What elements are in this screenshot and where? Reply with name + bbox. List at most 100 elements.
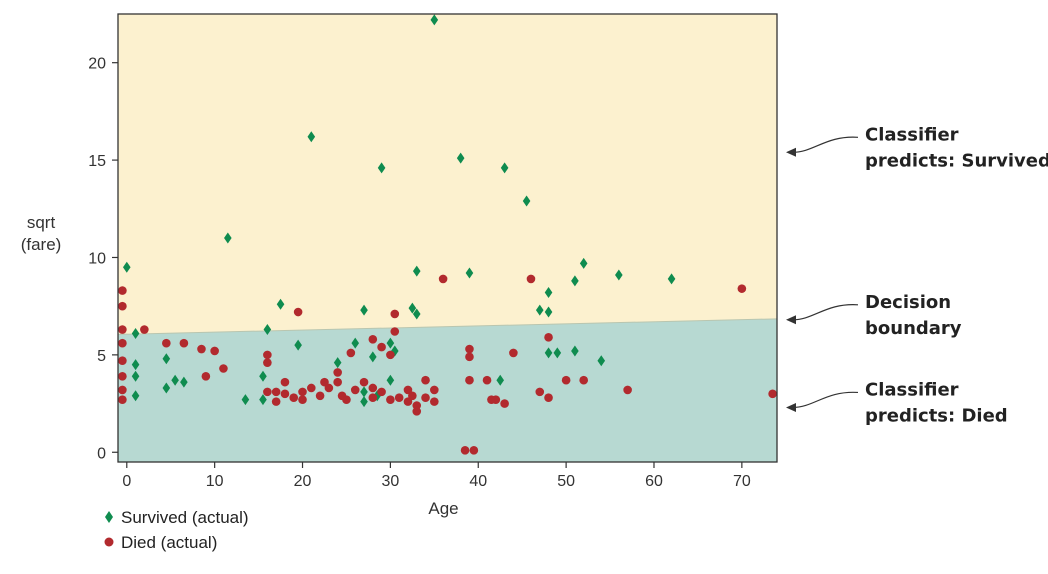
died-point — [320, 377, 329, 387]
legend-label: Survived (actual) — [121, 508, 249, 527]
died-point — [118, 356, 127, 366]
died-point — [118, 338, 127, 348]
died-point — [324, 383, 334, 393]
legend-circle-icon — [104, 537, 114, 547]
survived-point — [263, 324, 272, 336]
died-point — [561, 375, 571, 385]
died-point — [544, 333, 553, 342]
died-point — [298, 395, 307, 404]
annotation-label: predicts: Survived — [865, 150, 1048, 171]
y-tick-label: 20 — [88, 56, 106, 73]
y-axis-title: sqrt (fare) — [21, 213, 62, 254]
survived-point — [412, 265, 421, 277]
died-point — [412, 407, 422, 416]
died-point — [465, 344, 474, 354]
survived-point — [553, 347, 562, 359]
survived-region — [118, 14, 777, 335]
died-point — [333, 368, 342, 377]
x-tick-label: 50 — [557, 473, 575, 490]
y-tick-label: 10 — [88, 250, 106, 267]
died-point — [394, 393, 404, 403]
died-point — [315, 391, 325, 401]
died-point — [271, 397, 281, 406]
died-point — [768, 389, 777, 399]
survived-point — [579, 257, 588, 269]
survived-point — [294, 339, 302, 351]
died-point — [140, 325, 149, 334]
died-point — [509, 348, 518, 358]
died-point — [210, 346, 219, 356]
survived-point — [307, 131, 316, 143]
died-point — [118, 286, 127, 295]
x-tick-label: 0 — [122, 473, 131, 490]
died-point — [289, 393, 299, 403]
survived-point — [131, 370, 140, 382]
died-point — [118, 325, 127, 334]
died-point — [421, 375, 430, 385]
died-point — [118, 301, 127, 311]
survived-point — [276, 298, 285, 310]
died-point — [386, 350, 395, 360]
x-axis-title: Age — [428, 499, 458, 518]
survived-point — [259, 370, 267, 382]
died-point — [430, 397, 439, 406]
annotation-label: Classifier — [865, 124, 959, 145]
arrowhead-icon — [786, 315, 796, 325]
survived-point — [615, 269, 623, 281]
x-tick-label: 20 — [294, 473, 312, 490]
died-point — [368, 393, 378, 403]
died-point — [465, 352, 474, 362]
died-point — [465, 375, 474, 385]
died-point — [342, 395, 351, 404]
died-point — [271, 387, 281, 397]
survived-point — [456, 152, 465, 164]
annotation-label: predicts: Died — [865, 405, 1008, 426]
annotation-label: boundary — [865, 318, 962, 339]
survived-point — [386, 374, 395, 386]
died-point — [623, 385, 632, 395]
x-tick-label: 60 — [645, 473, 663, 490]
y-axis-title-line: sqrt — [27, 213, 56, 232]
died-point — [460, 446, 470, 455]
died-point — [333, 377, 342, 387]
survived-point — [122, 261, 131, 273]
survived-point — [360, 396, 368, 408]
died-point — [430, 385, 439, 395]
annotation-arrow — [792, 391, 859, 409]
y-tick-label: 15 — [88, 153, 106, 170]
x-tick-label: 30 — [381, 473, 399, 490]
died-point — [482, 375, 492, 385]
died-point — [390, 327, 400, 336]
legend-diamond-icon — [105, 511, 113, 523]
survived-point — [522, 195, 531, 207]
survived-point — [597, 355, 606, 367]
arrowhead-icon — [786, 147, 796, 157]
died-point — [179, 338, 189, 348]
survived-point — [131, 359, 140, 371]
x-tick-label: 40 — [469, 473, 487, 490]
died-point — [438, 274, 448, 284]
annotation-arrow — [792, 136, 859, 153]
died-point — [298, 387, 307, 397]
survived-point — [241, 394, 250, 406]
died-point — [368, 334, 378, 344]
died-point — [118, 371, 127, 381]
survived-point — [171, 374, 179, 386]
arrowhead-icon — [786, 402, 796, 412]
annotation-arrow — [792, 304, 859, 321]
died-point — [359, 377, 369, 387]
died-point — [118, 385, 127, 395]
survived-point — [408, 302, 417, 314]
legend-label: Died (actual) — [121, 533, 217, 552]
survived-point — [544, 287, 553, 299]
died-point — [386, 395, 395, 404]
died-point — [535, 387, 545, 397]
y-tick-label: 5 — [97, 348, 106, 365]
survived-point — [369, 351, 377, 363]
died-point — [263, 387, 272, 397]
died-point — [307, 383, 316, 393]
annotation-label: Decision — [865, 292, 951, 313]
survived-point — [259, 394, 267, 406]
died-point — [118, 395, 127, 404]
survived-point — [544, 347, 553, 359]
